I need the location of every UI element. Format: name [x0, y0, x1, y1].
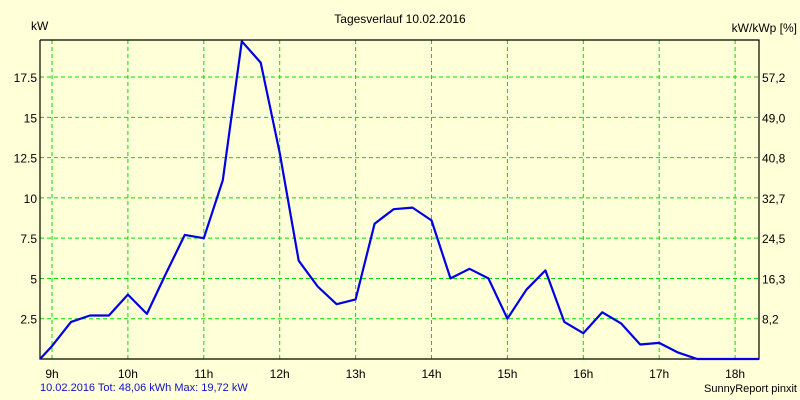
- y-tick-right: 57,2: [762, 71, 786, 85]
- brand-label: SunnyReport pinxit: [704, 383, 797, 395]
- x-tick: 13h: [346, 367, 366, 381]
- y-tick-right: 32,7: [762, 192, 786, 206]
- x-tick: 11h: [194, 367, 213, 381]
- y-tick-left: 12.5: [14, 152, 38, 166]
- y-tick-left: 15: [24, 111, 38, 125]
- power-line: [39, 40, 759, 361]
- y-axis-right-unit: kW/kWp [%]: [731, 21, 797, 35]
- x-tick: 18h: [725, 367, 745, 381]
- y-tick-right: 40,8: [762, 152, 786, 166]
- x-tick: 12h: [270, 367, 290, 381]
- x-tick: 9h: [45, 367, 58, 381]
- y-tick-left: 17.5: [14, 71, 38, 85]
- x-tick: 16h: [573, 367, 593, 381]
- daily-summary: 10.02.2016 Tot: 48,06 kWh Max: 19,72 kW: [40, 382, 248, 394]
- y-tick-left: 5: [30, 272, 37, 286]
- x-tick: 15h: [497, 367, 517, 381]
- chart-title: Tagesverlauf 10.02.2016: [334, 12, 466, 26]
- y-axis-left-unit: kW: [31, 19, 49, 33]
- y-tick-right: 8,2: [762, 313, 779, 327]
- y-tick-right: 16,3: [762, 272, 786, 286]
- y-tick-left: 7.5: [20, 232, 37, 246]
- x-tick: 14h: [421, 367, 441, 381]
- y-tick-left: 2.5: [20, 313, 37, 327]
- y-tick-left: 10: [24, 192, 38, 206]
- y-tick-right: 24,5: [762, 232, 786, 246]
- x-tick: 17h: [649, 367, 669, 381]
- x-tick: 10h: [118, 367, 138, 381]
- y-tick-right: 49,0: [762, 111, 786, 125]
